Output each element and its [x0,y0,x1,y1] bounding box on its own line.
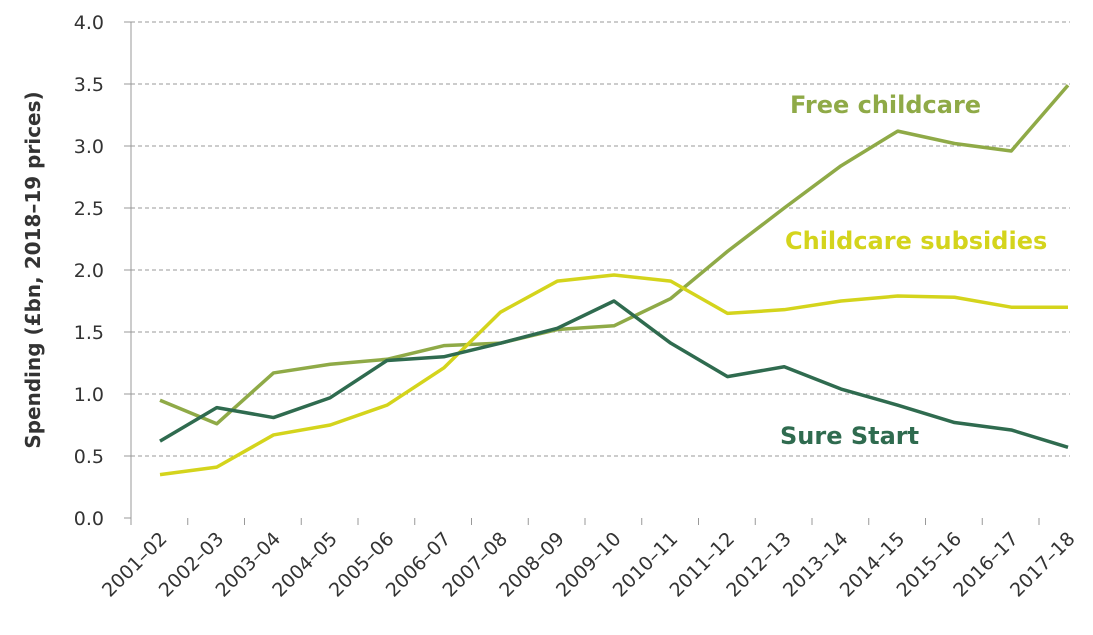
y-tick-label: 4.0 [74,12,104,34]
y-tick-label: 2.5 [74,198,104,220]
y-tick-label: 1.0 [74,384,104,406]
series-line [159,273,1068,477]
y-tick-label: 3.5 [74,74,104,96]
y-tick-label: 3.0 [74,136,104,158]
y-tick-label: 0.5 [74,446,104,468]
series-label: Childcare subsidies [785,227,1047,255]
series-line [159,84,1070,426]
series-label: Free childcare [790,91,981,119]
y-tick-label: 1.5 [74,322,104,344]
y-tick-label: 0.0 [74,508,104,530]
series-label: Sure Start [780,422,919,450]
y-axis-label: Spending (£bn, 2018–19 prices) [21,91,45,448]
y-tick-label: 2.0 [74,260,104,282]
series-line [159,299,1069,449]
